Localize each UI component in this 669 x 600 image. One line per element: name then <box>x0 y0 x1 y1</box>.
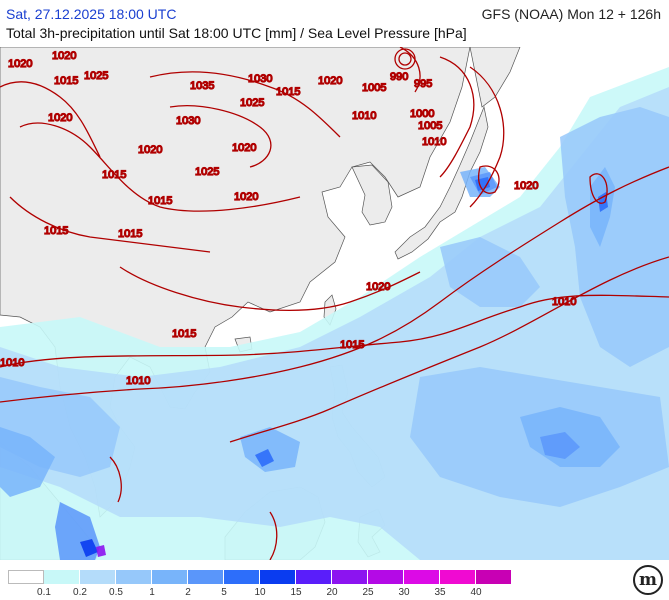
legend-tick-label: 5 <box>221 587 227 598</box>
legend-tick-label: 2 <box>185 587 191 598</box>
isobar-label: 1020 <box>138 144 162 156</box>
map-canvas: 1020 1015 1025 1035 1030 1020 990 995 10… <box>0 47 669 560</box>
isobar-label: 1020 <box>8 58 32 70</box>
legend-swatch <box>404 570 440 584</box>
legend-tick-label: 25 <box>362 587 374 598</box>
isobar-label: 1000 <box>410 108 434 120</box>
isobar-label: 1020 <box>366 281 390 293</box>
isobar-label: 1015 <box>148 195 172 207</box>
isobar-label: 1025 <box>240 97 264 109</box>
isobar-label: 1020 <box>514 180 538 192</box>
legend-tick-label: 1 <box>149 587 155 598</box>
isobar-label: 1010 <box>552 296 576 308</box>
legend-swatch <box>440 570 476 584</box>
legend-swatch <box>152 570 188 584</box>
legend-swatch <box>260 570 296 584</box>
legend-ticks: 0.1 0.2 0.5 1 2 5 10 15 20 25 30 35 40 <box>8 587 528 599</box>
isobar-label: 1015 <box>54 75 78 87</box>
legend-tick-label: 0.2 <box>73 587 87 598</box>
legend-tick-label: 0.5 <box>109 587 123 598</box>
isobar-label: 1020 <box>52 50 76 62</box>
legend-swatch <box>224 570 260 584</box>
isobar-label: 1010 <box>352 110 376 122</box>
isobar-label: 1015 <box>102 169 126 181</box>
isobar-label: 1025 <box>84 70 108 82</box>
japan <box>394 105 489 260</box>
legend-swatch <box>476 570 512 584</box>
meteologix-logo[interactable]: m <box>633 565 663 595</box>
isobar-label: 1020 <box>48 112 72 124</box>
legend-tick-label: 35 <box>434 587 446 598</box>
korea <box>351 164 393 226</box>
isobar-label: 1005 <box>362 82 386 94</box>
isobar-label: 1015 <box>276 86 300 98</box>
precipitation-legend: 0.1 0.2 0.5 1 2 5 10 15 20 25 30 35 40 m <box>0 562 669 600</box>
isobar-label: 990 <box>390 71 408 83</box>
isobar-label: 1010 <box>126 375 150 387</box>
weather-map[interactable]: 1020 1015 1025 1035 1030 1020 990 995 10… <box>0 47 669 560</box>
legend-swatch <box>44 570 80 584</box>
isobar-label: 1015 <box>118 228 142 240</box>
legend-swatch <box>296 570 332 584</box>
isobar-label: 995 <box>414 78 432 90</box>
legend-tick-label: 10 <box>254 587 266 598</box>
isobar-label: 1020 <box>234 191 258 203</box>
legend-tick-label: 0.1 <box>37 587 51 598</box>
isobar-label: 1030 <box>176 115 200 127</box>
isobar-label: 1010 <box>0 357 24 369</box>
legend-swatch <box>332 570 368 584</box>
forecast-date: Sat, 27.12.2025 18:00 UTC <box>6 6 177 22</box>
isobars: 1020 1015 1025 1035 1030 1020 990 995 10… <box>0 47 669 560</box>
legend-swatch <box>80 570 116 584</box>
legend-tick-label: 40 <box>470 587 482 598</box>
legend-swatch <box>8 570 44 584</box>
isobar-label: 1025 <box>195 166 219 178</box>
isobar-label: 1020 <box>232 142 256 154</box>
isobar-label: 1035 <box>190 80 214 92</box>
map-header: Sat, 27.12.2025 18:00 UTC GFS (NOAA) Mon… <box>0 0 669 46</box>
legend-tick-label: 20 <box>326 587 338 598</box>
legend-swatch <box>188 570 224 584</box>
precipitation-field <box>0 67 669 560</box>
legend-swatch <box>116 570 152 584</box>
isobar-label: 1030 <box>248 73 272 85</box>
isobar-label: 1015 <box>340 339 364 351</box>
logo-glyph: m <box>639 570 657 590</box>
isobar-label: 1015 <box>172 328 196 340</box>
legend-tick-label: 15 <box>290 587 302 598</box>
isobar-label: 1015 <box>44 225 68 237</box>
isobar-label: 1005 <box>418 120 442 132</box>
map-description: Total 3h-precipitation until Sat 18:00 U… <box>6 25 467 41</box>
isobar-label: 1010 <box>422 136 446 148</box>
model-run: GFS (NOAA) Mon 12 + 126h <box>481 6 661 22</box>
isobar-label: 1020 <box>318 75 342 87</box>
legend-swatch <box>368 570 404 584</box>
legend-tick-label: 30 <box>398 587 410 598</box>
legend-colorbar <box>8 570 512 584</box>
